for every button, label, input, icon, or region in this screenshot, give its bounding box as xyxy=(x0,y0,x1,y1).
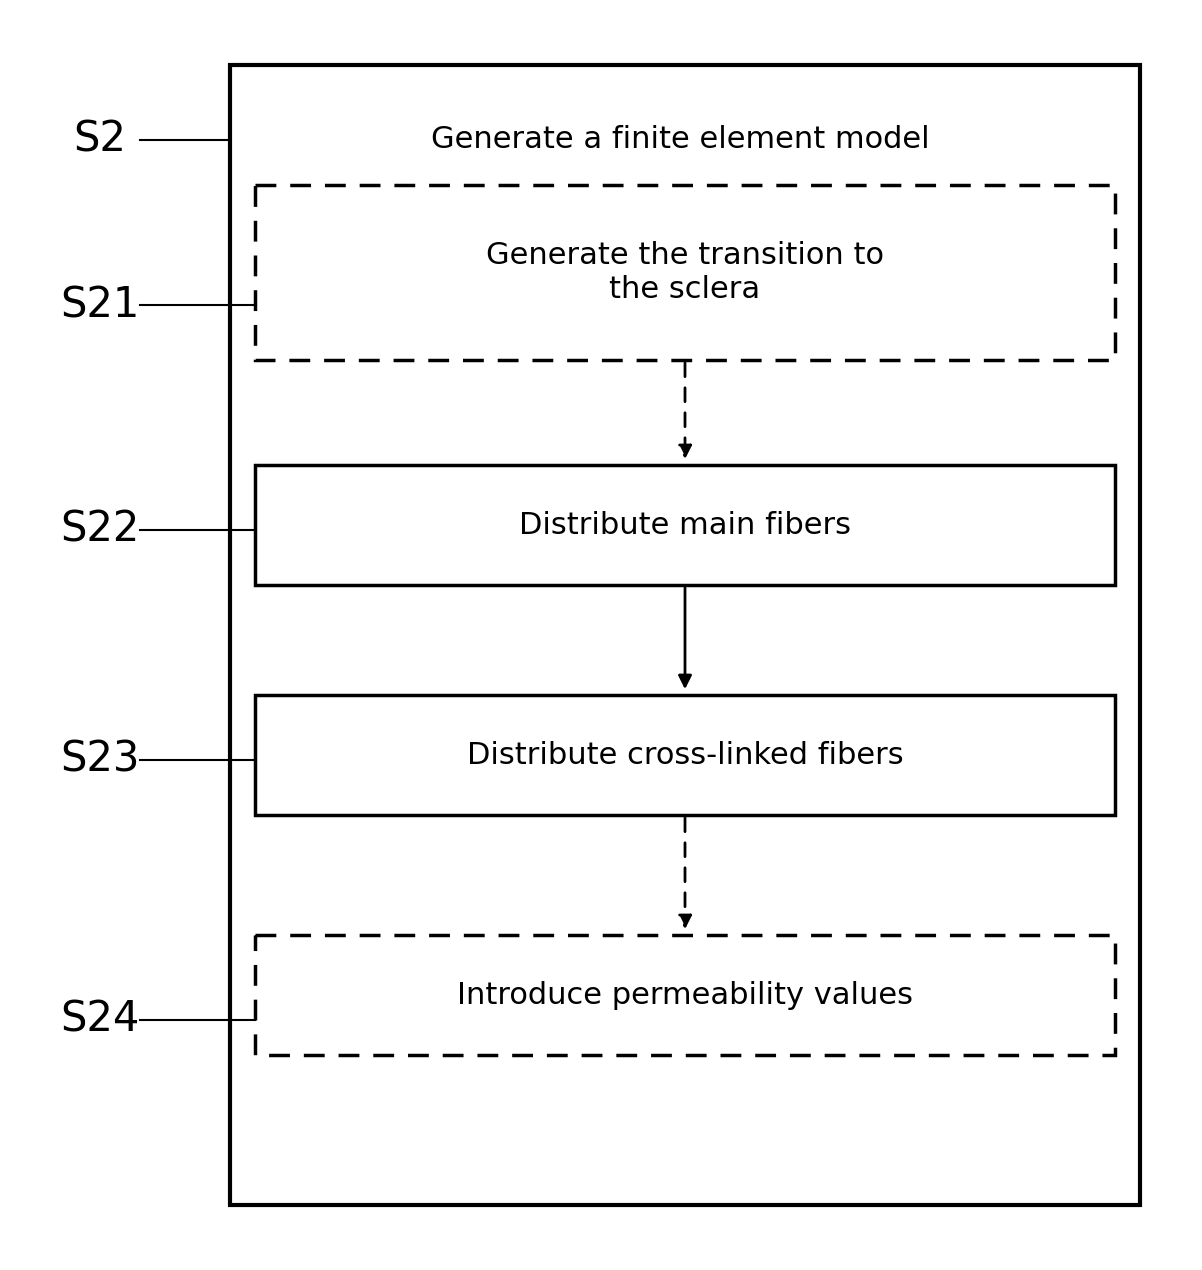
Text: Distribute main fibers: Distribute main fibers xyxy=(519,511,851,540)
Text: S22: S22 xyxy=(60,509,139,551)
Bar xyxy=(230,65,1139,1205)
Bar xyxy=(255,695,1115,815)
Text: S2: S2 xyxy=(73,119,126,161)
Text: Introduce permeability values: Introduce permeability values xyxy=(457,980,914,1010)
Text: Generate a finite element model: Generate a finite element model xyxy=(430,126,929,155)
Bar xyxy=(255,935,1115,1055)
Text: Distribute cross-linked fibers: Distribute cross-linked fibers xyxy=(466,740,904,770)
Bar xyxy=(255,465,1115,585)
Text: S21: S21 xyxy=(60,284,139,326)
Bar xyxy=(255,185,1115,359)
Text: Generate the transition to
the sclera: Generate the transition to the sclera xyxy=(486,241,883,304)
Text: S24: S24 xyxy=(60,999,139,1041)
Text: S23: S23 xyxy=(60,739,139,781)
